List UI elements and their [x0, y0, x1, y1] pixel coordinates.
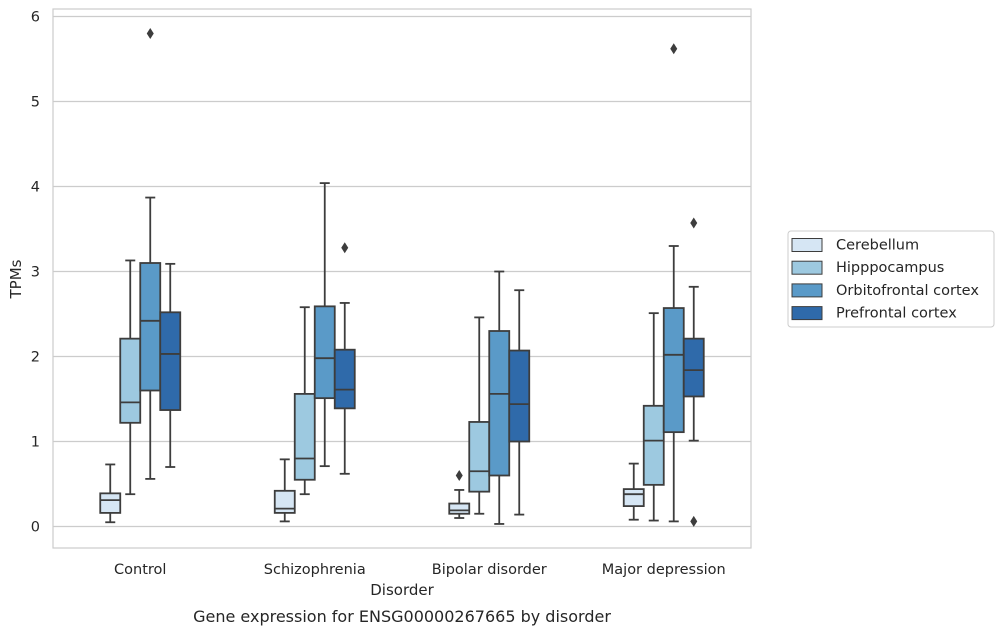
box-body — [448, 502, 471, 515]
box-prefrontal-cortex — [682, 217, 705, 527]
y-tick-label: 2 — [31, 350, 40, 366]
outlier-point — [690, 217, 698, 229]
box-prefrontal-cortex — [159, 262, 182, 468]
plot-area-frame — [52, 8, 752, 549]
legend-swatch — [791, 306, 823, 321]
box-hipppocampus — [642, 312, 665, 522]
box-body — [99, 492, 122, 514]
y-tick-label: 1 — [31, 435, 40, 451]
y-tick-label: 5 — [31, 95, 40, 111]
outlier-point — [670, 43, 678, 55]
box-body — [119, 337, 142, 424]
legend-label: Hipppocampus — [836, 260, 944, 276]
legend-swatch — [791, 260, 823, 275]
box-body — [293, 392, 316, 481]
box-hipppocampus — [119, 259, 142, 496]
outlier-point — [146, 28, 154, 39]
legend-swatch — [791, 238, 823, 252]
legend-frame — [787, 230, 995, 328]
y-axis-label: TPMs — [7, 259, 25, 299]
box-body — [159, 311, 182, 411]
outlier-point — [455, 470, 463, 481]
box-cerebellum — [99, 463, 122, 524]
box-body — [662, 307, 685, 434]
legend: Cerebellum Hipppocampus Orbitofrontal cort… — [787, 230, 995, 328]
box-body — [313, 305, 336, 400]
legend-swatch — [791, 283, 823, 298]
x-tick-labels: Control Schizophrenia Bipolar disorder Majo… — [114, 562, 726, 578]
box-hipppocampus — [293, 306, 316, 496]
box-body — [642, 404, 665, 486]
y-tick-labels: 0 1 2 3 4 5 6 — [31, 10, 40, 536]
box-orbitofrontal-cortex — [139, 28, 162, 480]
box-orbitofrontal-cortex — [662, 43, 685, 523]
box-prefrontal-cortex — [333, 242, 356, 475]
x-tick-label: Schizophrenia — [264, 562, 366, 578]
box-orbitofrontal-cortex — [488, 270, 511, 525]
legend-items: Cerebellum Hipppocampus Orbitofrontal cort… — [791, 238, 979, 322]
outlier-point — [341, 242, 349, 254]
box-body — [622, 488, 645, 508]
y-tick-label: 3 — [31, 265, 40, 281]
x-tick-label: Major depression — [602, 562, 726, 578]
x-axis-label: Disorder — [370, 581, 434, 599]
x-tick-label: Control — [114, 562, 166, 578]
box-body — [488, 330, 511, 477]
x-tick-label: Bipolar disorder — [432, 562, 547, 578]
chart-caption: Gene expression for ENSG00000267665 by d… — [193, 607, 611, 626]
box-hipppocampus — [468, 316, 491, 515]
box-body — [682, 337, 705, 398]
box-body — [508, 349, 531, 443]
box-cerebellum — [273, 458, 296, 523]
outlier-point — [690, 515, 698, 527]
box-body — [139, 262, 162, 392]
y-tick-label: 0 — [31, 520, 40, 536]
y-tick-label: 4 — [31, 180, 40, 196]
legend-label: Cerebellum — [836, 238, 919, 254]
box-prefrontal-cortex — [508, 289, 531, 516]
box-body — [468, 421, 491, 493]
box-body — [273, 489, 296, 514]
box-body — [333, 348, 356, 410]
legend-label: Orbitofrontal cortex — [836, 283, 979, 299]
box-cerebellum — [448, 470, 471, 519]
box-cerebellum — [622, 462, 645, 521]
boxes — [99, 28, 705, 527]
y-tick-label: 6 — [31, 10, 40, 26]
box-orbitofrontal-cortex — [313, 182, 336, 468]
legend-label: Prefrontal cortex — [836, 306, 957, 322]
